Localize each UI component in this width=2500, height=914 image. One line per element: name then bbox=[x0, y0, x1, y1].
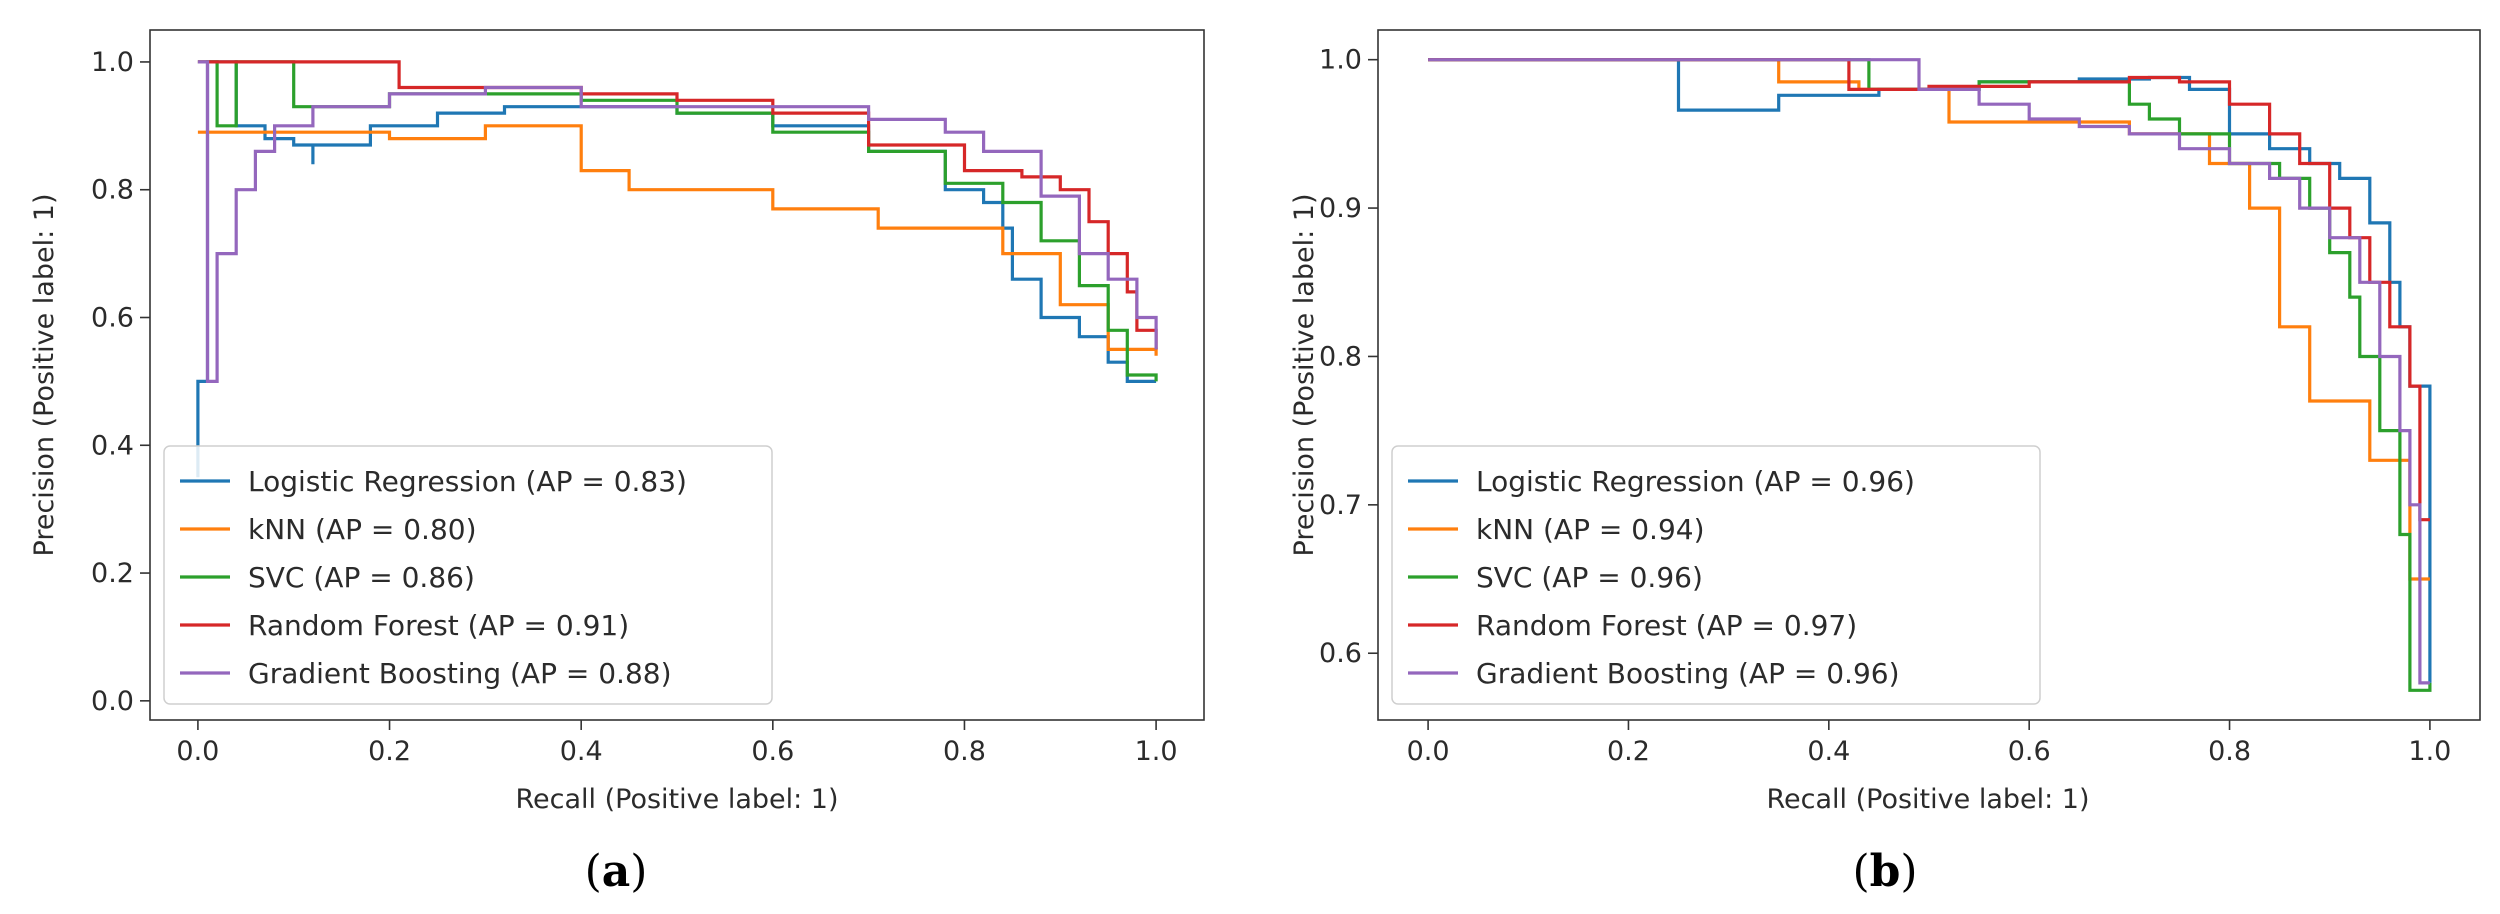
legend-label-b-1: kNN (AP = 0.94) bbox=[1476, 513, 1705, 546]
caption-a: (a) bbox=[585, 846, 648, 897]
y-tick-label-a-3: 0.6 bbox=[91, 303, 134, 334]
y-tick-label-a-2: 0.4 bbox=[91, 430, 134, 461]
x-tick-label-a-0: 0.0 bbox=[176, 736, 219, 767]
x-tick-label-a-4: 0.8 bbox=[943, 736, 986, 767]
y-tick-label-a-0: 0.0 bbox=[91, 686, 134, 717]
series-line-b-3 bbox=[1428, 58, 2430, 522]
y-axis-label-a: Precision (Positive label: 1) bbox=[29, 194, 60, 557]
legend-b: Logistic Regression (AP = 0.96) kNN (AP =… bbox=[1391, 445, 2041, 705]
caption-letter-b: b bbox=[1870, 846, 1901, 897]
series-line-a-1 bbox=[197, 124, 1158, 356]
ticks-group-b: 0.0 0.2 0.4 0.6 0.8 1.0 0.6 0.7 0.8 0.9 1.0 bbox=[1319, 45, 2451, 767]
caption-b: (b) bbox=[1852, 846, 1917, 897]
y-tick-label-b-2: 0.8 bbox=[1319, 341, 1362, 372]
legend-label-a-2: SVC (AP = 0.86) bbox=[248, 561, 475, 594]
y-tick-label-b-3: 0.9 bbox=[1319, 193, 1362, 224]
legend-entries-a: Logistic Regression (AP = 0.83) kNN (AP =… bbox=[180, 465, 687, 690]
legend-box-a bbox=[163, 445, 773, 705]
x-tick-label-b-0: 0.0 bbox=[1407, 736, 1450, 767]
y-tick-label-a-1: 0.2 bbox=[91, 558, 134, 589]
y-tick-label-a-5: 1.0 bbox=[91, 47, 134, 78]
caption-letter-a: a bbox=[602, 846, 631, 897]
legend-box-b bbox=[1391, 445, 2041, 705]
x-tick-label-b-3: 0.6 bbox=[2008, 736, 2051, 767]
legend-label-b-0: Logistic Regression (AP = 0.96) bbox=[1476, 465, 1915, 498]
legend-label-a-1: kNN (AP = 0.80) bbox=[248, 513, 477, 546]
y-tick-label-b-1: 0.7 bbox=[1319, 490, 1362, 521]
ticks-group-a: 0.0 0.2 0.4 0.6 0.8 1.0 0.0 0.2 0.4 0.6 0.8 1.0 bbox=[91, 47, 1178, 767]
series-line-b-4 bbox=[1428, 58, 2430, 685]
chart-panel-a: 0.0 0.2 0.4 0.6 0.8 1.0 0.0 0.2 0.4 0.6 0.8 1.0 Log… bbox=[29, 29, 1205, 897]
y-axis-label-b: Precision (Positive label: 1) bbox=[1289, 194, 1320, 557]
x-axis-label-a: Recall (Positive label: 1) bbox=[515, 784, 838, 815]
legend-entries-b: Logistic Regression (AP = 0.96) kNN (AP =… bbox=[1408, 465, 1915, 690]
chart-panel-b: 0.0 0.2 0.4 0.6 0.8 1.0 0.6 0.7 0.8 0.9 1.0 Logist… bbox=[1289, 29, 2481, 897]
y-tick-label-a-4: 0.8 bbox=[91, 175, 134, 206]
series-group-a bbox=[196, 60, 1158, 478]
y-tick-label-b-4: 1.0 bbox=[1319, 45, 1362, 76]
x-tick-label-b-1: 0.2 bbox=[1607, 736, 1650, 767]
x-axis-label-b: Recall (Positive label: 1) bbox=[1766, 784, 2089, 815]
x-tick-label-a-2: 0.4 bbox=[560, 736, 603, 767]
x-tick-label-a-1: 0.2 bbox=[368, 736, 411, 767]
legend-label-b-3: Random Forest (AP = 0.97) bbox=[1476, 609, 1857, 642]
y-tick-label-b-0: 0.6 bbox=[1319, 638, 1362, 669]
legend-label-b-2: SVC (AP = 0.96) bbox=[1476, 561, 1703, 594]
plot-area-a bbox=[149, 29, 1205, 721]
series-group-b bbox=[1428, 58, 2432, 692]
legend-a: Logistic Regression (AP = 0.83) kNN (AP =… bbox=[163, 445, 773, 705]
x-tick-label-b-2: 0.4 bbox=[1807, 736, 1850, 767]
plot-area-b bbox=[1377, 29, 2481, 721]
x-tick-label-a-5: 1.0 bbox=[1135, 736, 1178, 767]
legend-label-a-3: Random Forest (AP = 0.91) bbox=[248, 609, 629, 642]
series-line-a-2 bbox=[197, 60, 1158, 382]
legend-label-a-4: Gradient Boosting (AP = 0.88) bbox=[248, 657, 672, 690]
legend-label-a-0: Logistic Regression (AP = 0.83) bbox=[248, 465, 687, 498]
series-line-a-4 bbox=[197, 60, 1158, 383]
x-tick-label-b-5: 1.0 bbox=[2408, 736, 2451, 767]
legend-label-b-4: Gradient Boosting (AP = 0.96) bbox=[1476, 657, 1900, 690]
x-tick-label-b-4: 0.8 bbox=[2208, 736, 2251, 767]
x-tick-label-a-3: 0.6 bbox=[751, 736, 794, 767]
